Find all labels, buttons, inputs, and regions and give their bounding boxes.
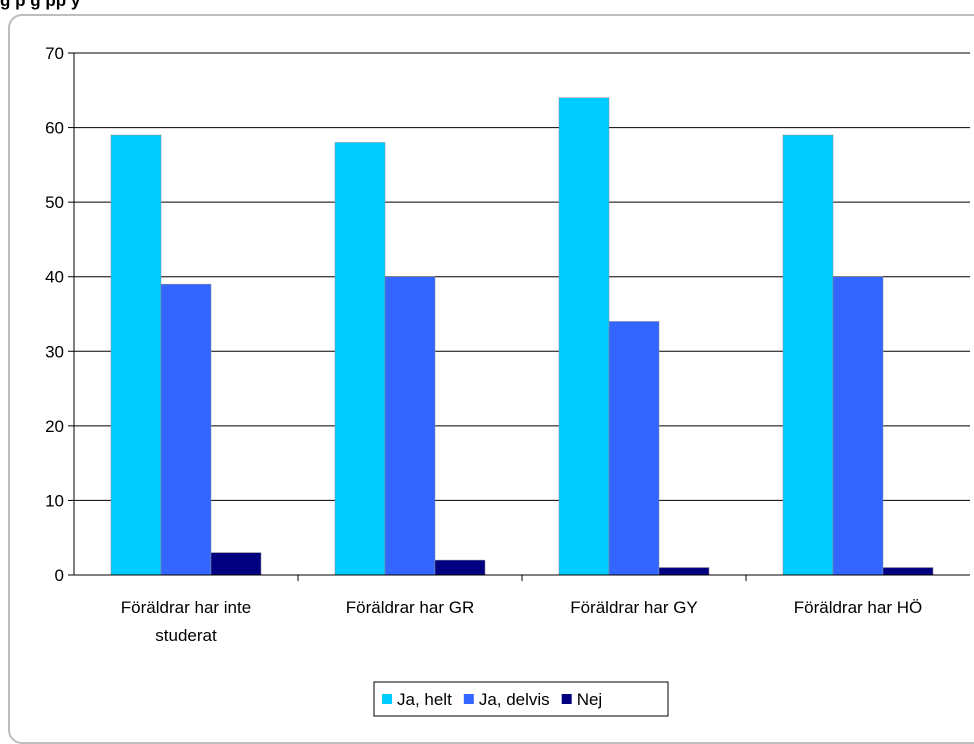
category-label-line: Föräldrar har GY	[570, 598, 698, 617]
category-label: Föräldrar har GR	[346, 598, 474, 617]
legend: Ja, helt Ja, delvis Nej	[373, 681, 669, 717]
bar-ja-delvis-3	[608, 321, 660, 576]
category-label: Föräldrar har GY	[570, 598, 698, 617]
bar-ja-delvis-1	[160, 283, 212, 576]
category-label-line: Föräldrar har HÖ	[794, 598, 922, 617]
y-tick-label: 0	[55, 566, 64, 585]
legend-swatch	[463, 694, 474, 704]
y-tick-label: 40	[45, 268, 64, 287]
bar-ja-helt-2	[334, 142, 386, 576]
y-axis-ticks: 0 10 20 30 40 50 60 70	[45, 44, 74, 585]
category-label: Föräldrar har inte studerat	[121, 598, 251, 645]
axes	[73, 53, 970, 581]
chart-title: g p g pp y	[0, 0, 81, 10]
bar-nej-1	[210, 552, 262, 576]
category-label-line: studerat	[155, 626, 217, 645]
legend-label: Nej	[577, 690, 603, 709]
legend-box	[373, 681, 669, 717]
chart-title-strip: g p g pp y	[0, 0, 974, 14]
category-label: Föräldrar har HÖ	[794, 598, 922, 617]
bar-nej-2	[434, 559, 486, 576]
category-label-line: Föräldrar har GR	[346, 598, 474, 617]
legend-swatch	[561, 694, 572, 704]
legend-swatch	[382, 694, 392, 704]
y-tick-label: 60	[45, 119, 64, 138]
y-tick-label: 50	[45, 193, 64, 212]
bar-ja-delvis-4	[832, 276, 884, 576]
y-tick-label: 30	[45, 342, 64, 361]
bars	[110, 97, 934, 576]
y-tick-label: 20	[45, 417, 64, 436]
bar-ja-helt-1	[110, 134, 162, 576]
y-tick-label: 70	[45, 44, 64, 63]
legend-label: Ja, delvis	[479, 690, 550, 709]
category-label-line: Föräldrar har inte	[121, 598, 251, 617]
bar-nej-3	[658, 567, 710, 576]
bar-nej-4	[882, 567, 934, 576]
bar-ja-helt-3	[558, 97, 610, 576]
bar-chart: 0 10 20 30 40 50 60 70 Föräldrar har inte studer…	[45, 44, 970, 717]
bar-ja-helt-4	[782, 134, 834, 576]
legend-label: Ja, helt	[397, 690, 452, 709]
bar-ja-delvis-2	[384, 276, 436, 576]
y-tick-label: 10	[45, 491, 64, 510]
